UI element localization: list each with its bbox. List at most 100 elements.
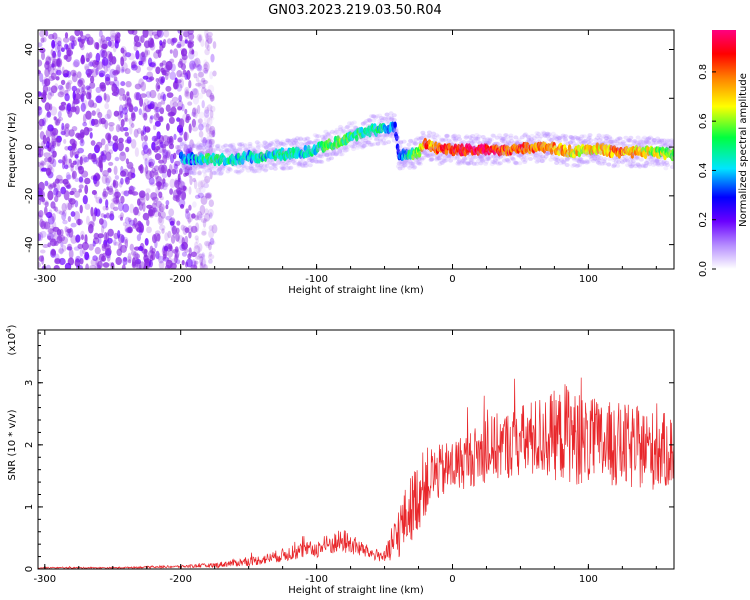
noise-mark	[209, 105, 216, 113]
noise-mark	[205, 136, 211, 144]
noise-mark	[63, 54, 68, 60]
noise-mark	[191, 118, 196, 128]
noise-mark	[158, 255, 164, 264]
noise-mark	[140, 224, 144, 233]
noise-mark	[139, 97, 144, 107]
noise-mark	[181, 49, 185, 56]
noise-mark	[205, 123, 212, 134]
noise-mark	[193, 163, 198, 173]
noise-mark	[120, 119, 125, 127]
ridge-halo	[488, 137, 494, 142]
noise-mark	[120, 234, 125, 244]
noise-mark	[121, 168, 129, 177]
noise-mark	[138, 201, 144, 211]
ridge-halo	[239, 142, 245, 146]
ridge-halo	[242, 143, 248, 148]
noise-mark	[50, 72, 57, 81]
ridge-halo	[256, 148, 262, 153]
noise-mark	[208, 139, 215, 149]
noise-mark	[56, 44, 63, 52]
ridge-halo	[252, 149, 258, 154]
noise-mark	[209, 116, 215, 121]
noise-mark	[89, 39, 95, 45]
ridge-halo	[305, 136, 311, 141]
noise-mark	[177, 177, 181, 185]
noise-mark	[74, 30, 81, 37]
noise-mark	[38, 111, 41, 117]
ridge-halo	[195, 143, 201, 148]
noise-mark	[63, 139, 67, 144]
noise-mark	[158, 191, 163, 199]
noise-mark	[197, 92, 204, 100]
noise-mark	[136, 127, 142, 134]
ridge-halo	[201, 169, 207, 174]
noise-mark	[60, 79, 66, 86]
noise-mark	[168, 143, 174, 150]
noise-mark	[162, 39, 167, 45]
noise-mark	[145, 91, 152, 98]
noise-mark	[201, 100, 205, 109]
noise-mark	[48, 154, 55, 165]
noise-mark	[167, 250, 173, 258]
ridge-halo	[255, 143, 261, 148]
ridge-halo	[228, 150, 234, 155]
ridge-halo	[263, 145, 269, 150]
noise-mark	[199, 262, 204, 269]
ridge-halo	[241, 160, 246, 165]
noise-mark	[207, 253, 215, 260]
noise-mark	[69, 148, 74, 158]
noise-mark	[97, 260, 103, 269]
noise-mark	[175, 179, 182, 190]
noise-mark	[48, 225, 55, 231]
noise-mark	[50, 201, 56, 209]
noise-mark	[106, 95, 111, 103]
noise-mark	[124, 216, 131, 225]
ridge-halo	[249, 166, 255, 171]
noise-mark	[187, 30, 194, 35]
ridge-halo	[205, 168, 211, 173]
noise-mark	[184, 39, 188, 44]
ridge-halo	[252, 169, 258, 174]
noise-mark	[138, 108, 142, 116]
noise-mark	[101, 225, 105, 234]
noise-mark	[187, 217, 191, 224]
noise-mark	[203, 61, 210, 72]
noise-mark	[66, 228, 72, 234]
noise-mark	[153, 169, 159, 176]
noise-mark	[142, 125, 147, 135]
noise-mark	[163, 181, 167, 187]
ridge-halo	[206, 168, 212, 173]
noise-mark	[57, 40, 62, 47]
noise-mark	[177, 173, 181, 182]
snr-panel: -300 -200 -100 0 100 0 1 2 3 Height of straight …	[5, 324, 675, 596]
noise-mark	[181, 190, 187, 201]
noise-mark	[149, 182, 157, 187]
ridge-halo	[182, 151, 188, 156]
noise-mark	[82, 249, 86, 255]
noise-mark	[58, 210, 65, 215]
ridge-halo	[665, 163, 670, 167]
noise-mark	[175, 79, 179, 84]
ridge-halo	[249, 168, 255, 173]
ridge-halo	[386, 140, 392, 145]
noise-mark	[109, 262, 113, 267]
noise-mark	[143, 112, 148, 121]
noise-mark	[39, 218, 44, 228]
noise-mark	[169, 71, 177, 81]
noise-mark	[169, 99, 174, 107]
noise-mark	[167, 230, 172, 239]
noise-mark	[115, 124, 121, 133]
colorbar-gradient	[712, 30, 736, 269]
noise-mark	[147, 43, 155, 48]
ridge-halo	[243, 147, 249, 152]
noise-mark	[138, 98, 143, 104]
noise-mark	[68, 129, 75, 137]
noise-mark	[66, 49, 73, 56]
noise-mark	[130, 250, 137, 256]
ridge-halo	[215, 171, 221, 176]
noise-mark	[53, 265, 60, 269]
noise-mark	[44, 157, 49, 163]
noise-mark	[158, 260, 165, 269]
noise-mark	[202, 137, 207, 147]
noise-mark	[38, 124, 43, 130]
